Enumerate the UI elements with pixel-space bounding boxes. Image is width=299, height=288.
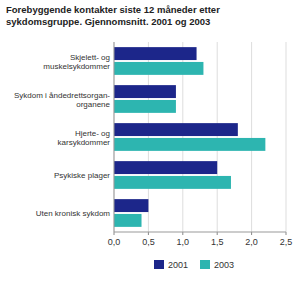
bar xyxy=(114,199,148,212)
legend-label: 2003 xyxy=(214,260,234,270)
title: Forebyggende kontakter siste 12 måneder … xyxy=(6,4,220,27)
tick-label: 2,0 xyxy=(245,237,258,247)
category-label: Skjelett- ogmuskelsykdommer xyxy=(43,53,110,71)
bar xyxy=(114,214,142,227)
category-label: Psykiske plager xyxy=(54,171,110,180)
tick-label: 1,5 xyxy=(211,237,224,247)
tick-label: 1,0 xyxy=(177,237,190,247)
bar xyxy=(114,100,176,113)
x-axis xyxy=(114,232,286,233)
chart: Forebyggende kontakter siste 12 måneder … xyxy=(0,0,299,288)
tick-label: 2,5 xyxy=(280,237,293,247)
category-label: Uten kronisk sykdom xyxy=(36,209,111,218)
legend-swatch xyxy=(200,260,210,269)
bars xyxy=(114,47,265,227)
category-label: Sykdom i åndedrettsorgan-organene xyxy=(14,91,111,109)
category-label: Hjerte- ogkarsykdommer xyxy=(58,129,111,147)
grid-line xyxy=(286,42,287,232)
legend: 2001 2003 xyxy=(154,260,234,270)
legend-label: 2001 xyxy=(168,260,188,270)
y-axis xyxy=(114,42,115,232)
bar xyxy=(114,123,238,136)
grid-line xyxy=(217,42,218,232)
bar xyxy=(114,62,203,75)
bar xyxy=(114,138,265,151)
grid-line xyxy=(251,42,252,232)
grid-line xyxy=(114,42,115,232)
bar xyxy=(114,176,231,189)
bar xyxy=(114,161,217,174)
tick-label: 0,0 xyxy=(108,237,121,247)
bar xyxy=(114,85,176,98)
legend-swatch xyxy=(154,260,164,269)
tick-label: 0,5 xyxy=(142,237,155,247)
bar xyxy=(114,47,197,60)
grid xyxy=(114,42,286,232)
